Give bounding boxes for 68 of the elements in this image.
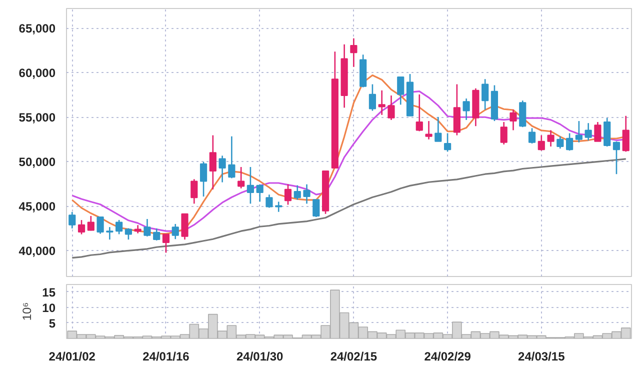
candlestick — [106, 226, 114, 240]
candlestick — [594, 121, 602, 142]
candlestick — [462, 98, 470, 121]
candlestick — [566, 132, 574, 152]
candlestick — [116, 219, 123, 235]
candlestick — [246, 166, 254, 204]
candlestick — [547, 130, 554, 148]
x-tick-label: 24/02/15 — [330, 350, 378, 364]
y-tick-label: 5 — [48, 316, 56, 330]
candlestick — [78, 219, 86, 235]
x-tick-label: 24/02/29 — [424, 350, 472, 364]
x-tick-label: 24/01/16 — [142, 350, 190, 364]
candlestick — [538, 134, 545, 152]
y-tick-label: 15 — [42, 285, 56, 300]
y-tick-label: 55,000 — [18, 110, 56, 125]
candlestick — [218, 155, 226, 183]
candlestick — [556, 136, 564, 150]
candlestick — [510, 109, 517, 131]
candlestick — [209, 134, 216, 190]
x-tick-label: 24/03/15 — [518, 350, 566, 364]
candlestick — [434, 116, 442, 142]
x-tick-label: 24/01/02 — [48, 350, 96, 364]
candlestick — [294, 184, 301, 200]
candlestick — [303, 184, 310, 204]
candlestick — [68, 211, 76, 230]
y-tick-label: 65,000 — [18, 22, 56, 36]
y-tick-label: 50,000 — [18, 155, 56, 170]
candlestick — [266, 194, 273, 208]
candlestick — [622, 115, 630, 152]
candlestick — [200, 161, 208, 198]
candlestick — [256, 184, 264, 202]
candlestick — [238, 166, 245, 190]
candlestick — [350, 38, 358, 68]
candlestick — [368, 84, 376, 112]
candlestick — [528, 128, 536, 144]
candlestick — [500, 121, 508, 146]
y-tick-label: 10 — [42, 300, 56, 315]
candlestick — [96, 216, 104, 234]
candlestick — [228, 136, 236, 179]
candlestick — [87, 215, 94, 232]
candlestick — [425, 120, 432, 140]
y-tick-label: 45,000 — [18, 200, 56, 214]
candlestick — [612, 140, 620, 175]
y-axis-title: 10⁶ — [20, 302, 34, 321]
candlestick — [397, 76, 404, 106]
candlestick — [575, 120, 582, 144]
candlestick — [312, 199, 320, 218]
candlestick — [275, 201, 282, 213]
y-tick-label: 60,000 — [18, 66, 56, 80]
candlestick — [124, 228, 132, 240]
y-tick-label: 40,000 — [18, 244, 56, 258]
candlestick — [190, 178, 198, 204]
candlestick — [519, 100, 526, 128]
candlestick — [162, 234, 170, 254]
candlestick — [444, 132, 452, 152]
candlestick — [416, 94, 423, 132]
candlestick — [172, 223, 179, 240]
candlestick — [584, 122, 592, 142]
candlestick — [284, 184, 292, 206]
candlestick — [604, 117, 611, 148]
candlestick — [482, 78, 489, 110]
candlestick — [378, 90, 386, 116]
x-tick-label: 24/01/30 — [236, 350, 284, 364]
candlestick — [181, 213, 188, 240]
candlestick — [388, 94, 395, 121]
candlestick — [153, 228, 160, 242]
candlestick — [144, 218, 151, 238]
line-series — [71, 158, 627, 259]
